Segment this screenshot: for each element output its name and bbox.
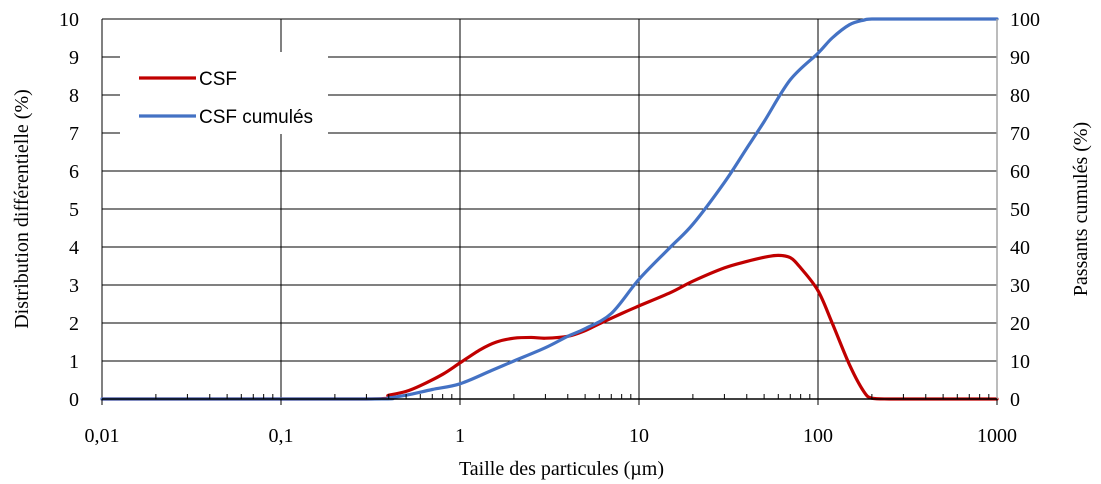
x-tick-label: 1 xyxy=(455,425,465,447)
grid xyxy=(101,18,998,400)
y-right-tick-label: 70 xyxy=(1010,123,1030,145)
y-left-tick-label: 0 xyxy=(69,389,79,411)
y-left-tick-label: 6 xyxy=(69,161,79,183)
y-right-tick-label: 50 xyxy=(1010,199,1030,221)
x-tick-label: 1000 xyxy=(977,425,1017,447)
axes: 0,01 0,1 1 10 100 100001234567891001020304050… xyxy=(11,9,1092,480)
y-left-tick-label: 3 xyxy=(69,275,79,297)
y-left-tick-label: 8 xyxy=(69,85,79,107)
legend-box xyxy=(120,52,328,134)
y-left-tick-label: 4 xyxy=(69,237,79,259)
y-right-tick-label: 30 xyxy=(1010,275,1030,297)
y-right-tick-label: 90 xyxy=(1010,47,1030,69)
x-tick-label: 10 xyxy=(629,425,649,447)
x-tick-label: 100 xyxy=(803,425,833,447)
y-left-tick-label: 9 xyxy=(69,47,79,69)
y-right-tick-label: 20 xyxy=(1010,313,1030,335)
y-right-tick-label: 40 xyxy=(1010,237,1030,259)
y-left-tick-label: 5 xyxy=(69,199,79,221)
legend: CSF CSF cumulés xyxy=(120,52,328,134)
x-tick-label: 0,01 xyxy=(85,425,120,447)
series-layer xyxy=(100,17,999,401)
y-left-tick-label: 10 xyxy=(59,9,79,31)
y-left-tick-label: 1 xyxy=(69,351,79,373)
y-right-tick-label: 0 xyxy=(1010,389,1020,411)
y-right-tick-label: 100 xyxy=(1010,9,1040,31)
series-line-csf-cumules xyxy=(100,17,999,401)
legend-label: CSF xyxy=(199,69,237,90)
y-left-axis-title: Distribution différentielle (%) xyxy=(11,89,33,329)
series-line-csf xyxy=(100,253,999,401)
y-right-tick-label: 10 xyxy=(1010,351,1030,373)
legend-label: CSF cumulés xyxy=(199,107,313,128)
y-left-tick-label: 2 xyxy=(69,313,79,335)
x-axis-title: Taille des particules (µm) xyxy=(459,458,664,480)
y-right-tick-label: 60 xyxy=(1010,161,1030,183)
y-right-axis-title: Passants cumulés (%) xyxy=(1070,122,1092,296)
x-tick-label: 0,1 xyxy=(269,425,294,447)
y-left-tick-label: 7 xyxy=(69,123,79,145)
y-right-tick-label: 80 xyxy=(1010,85,1030,107)
